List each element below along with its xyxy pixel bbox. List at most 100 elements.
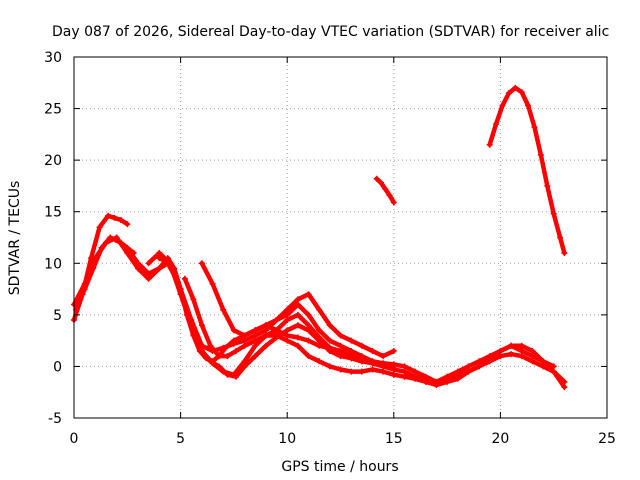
data-point [284, 311, 291, 318]
data-point [252, 353, 259, 360]
data-point [181, 275, 188, 282]
data-point [465, 368, 472, 375]
data-point [241, 332, 248, 339]
y-tick-label: 30 [44, 50, 62, 66]
data-point [550, 368, 557, 375]
data-point [216, 353, 222, 360]
data-point [262, 322, 269, 329]
data-point [493, 121, 500, 127]
data-point [433, 378, 440, 385]
data-point [557, 234, 564, 241]
data-point [230, 327, 237, 334]
data-point [505, 90, 512, 97]
data-point [358, 358, 365, 365]
data-point [412, 368, 419, 375]
data-point [518, 353, 525, 360]
data-point [273, 332, 280, 339]
data-point [198, 322, 205, 329]
data-point [284, 327, 291, 334]
data-point [444, 373, 451, 380]
data-point [252, 332, 259, 339]
data-point [486, 141, 493, 148]
data-point [422, 378, 429, 385]
data-point [561, 250, 568, 256]
data-point [92, 255, 99, 262]
data-point [337, 351, 344, 358]
data-point [262, 332, 269, 339]
data-point [348, 348, 355, 354]
data-point [284, 332, 291, 339]
data-point [273, 327, 280, 334]
data-point [512, 84, 519, 91]
series-group [71, 84, 568, 391]
data-point [529, 348, 536, 354]
series-line-track-7 [199, 261, 556, 385]
data-point [145, 275, 152, 282]
data-point [497, 353, 504, 360]
axis-ticks: 0 5 10 15 20 25 -5 0 5 10 15 20 25 30 [44, 50, 616, 447]
data-point [369, 348, 376, 354]
data-point [117, 217, 124, 223]
data-point [358, 342, 365, 349]
data-point [207, 342, 214, 349]
data-point [358, 353, 365, 360]
data-point [241, 337, 248, 344]
data-point [550, 210, 557, 217]
data-point [103, 239, 109, 246]
data-point [390, 361, 397, 368]
data-point [209, 360, 216, 367]
data-point [380, 360, 387, 367]
x-tick-label: 15 [385, 431, 403, 447]
data-point [390, 366, 397, 373]
data-point [508, 351, 515, 358]
data-point [220, 306, 227, 313]
data-point [373, 175, 380, 182]
y-tick-label: 10 [44, 256, 62, 272]
data-point [198, 260, 205, 267]
data-point [326, 363, 333, 370]
y-tick-label: 25 [44, 102, 62, 118]
data-point [401, 373, 408, 380]
data-point [499, 102, 506, 109]
data-point [454, 375, 461, 382]
data-point [294, 296, 301, 303]
data-point [422, 373, 429, 380]
data-point [294, 311, 301, 318]
data-point [544, 182, 551, 189]
data-point [518, 348, 525, 354]
x-tick-label: 10 [278, 431, 296, 447]
data-point [156, 265, 163, 272]
data-point [380, 368, 387, 375]
data-point [454, 368, 461, 375]
data-point [529, 353, 536, 360]
data-point [241, 342, 248, 349]
data-point [124, 244, 131, 251]
data-point [386, 192, 393, 199]
data-point [369, 366, 376, 373]
data-point [337, 332, 344, 339]
y-tick-label: 15 [44, 205, 62, 221]
data-point [401, 363, 408, 370]
data-point [390, 371, 397, 378]
y-tick-label: 20 [44, 153, 62, 169]
data-point [348, 337, 355, 344]
data-point [305, 322, 312, 329]
data-point [476, 363, 483, 370]
data-point [508, 342, 515, 349]
data-point [326, 344, 333, 351]
data-point [190, 296, 197, 303]
data-point [358, 368, 365, 375]
data-point [113, 234, 120, 241]
data-point [316, 306, 323, 313]
data-point [105, 212, 112, 219]
data-point [188, 317, 195, 323]
data-point [252, 337, 259, 344]
data-point [220, 368, 227, 375]
x-tick-label: 25 [598, 431, 616, 447]
data-point [316, 327, 323, 334]
data-point [550, 363, 557, 370]
data-point [326, 337, 333, 344]
data-point [241, 358, 248, 365]
data-point [81, 280, 88, 287]
